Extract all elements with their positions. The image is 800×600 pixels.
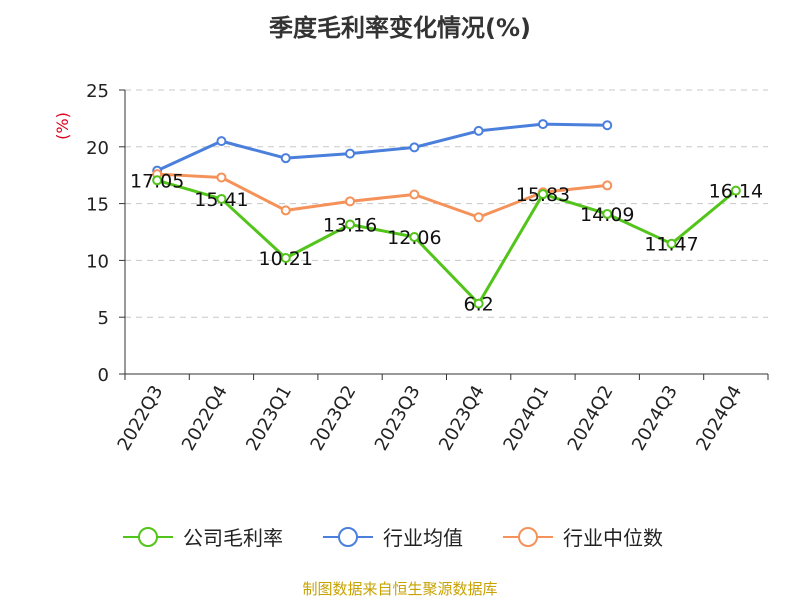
data-label: 13.16 — [323, 215, 377, 237]
x-tick-label: 2023Q4 — [435, 382, 489, 454]
data-label: 15.41 — [194, 189, 248, 211]
y-tick-label: 0 — [98, 365, 109, 386]
data-point — [602, 120, 613, 131]
x-tick-label: 2022Q3 — [114, 382, 168, 454]
x-tick-label: 2024Q4 — [692, 382, 746, 454]
data-point — [473, 125, 484, 136]
y-tick-label: 25 — [86, 81, 109, 102]
legend-marker — [518, 527, 538, 547]
legend-marker — [338, 527, 358, 547]
data-label: 17.05 — [130, 170, 184, 192]
x-tick-label: 2024Q2 — [564, 382, 618, 454]
x-tick-label: 2023Q1 — [242, 382, 296, 454]
data-point — [409, 142, 420, 153]
data-label: 12.06 — [387, 227, 441, 249]
y-axis-label: (%) — [53, 112, 72, 140]
data-point — [473, 212, 484, 223]
data-point — [602, 208, 613, 219]
x-tick-label: 2024Q3 — [628, 382, 682, 454]
data-point — [280, 153, 291, 164]
legend-label: 行业均值 — [383, 526, 463, 550]
data-point — [216, 193, 227, 204]
data-labels: 17.05 15.41 10.21 13.16 12.06 6.2 15.83 14.09 11… — [130, 170, 763, 315]
gridlines — [125, 89, 768, 318]
data-point — [216, 136, 227, 147]
data-point — [152, 175, 163, 186]
data-point — [537, 189, 548, 200]
data-label: 6.2 — [464, 294, 494, 316]
y-tick-label: 15 — [86, 195, 109, 216]
data-point — [345, 219, 356, 230]
data-point — [280, 253, 291, 264]
data-point — [345, 196, 356, 207]
legend-label: 公司毛利率 — [183, 526, 283, 550]
data-point — [602, 180, 613, 191]
y-tick-label: 20 — [86, 138, 109, 159]
data-label: 10.21 — [259, 248, 313, 270]
data-point — [409, 189, 420, 200]
data-point — [473, 298, 484, 309]
x-tick-label: 2023Q2 — [306, 382, 360, 454]
data-point — [280, 205, 291, 216]
series-layer — [152, 119, 741, 309]
x-tick-label: 2024Q1 — [499, 382, 553, 454]
axes: 0 5 10 15 20 25 2022Q3 2022Q4 2023Q1 2023Q2 2023Q3… — [86, 81, 769, 454]
data-label: 15.83 — [516, 184, 570, 206]
legend: 公司毛利率 行业均值 行业中位数 — [123, 526, 663, 550]
series-line — [156, 122, 608, 173]
series-line — [157, 172, 608, 219]
x-tick-label: 2023Q3 — [371, 382, 425, 454]
data-source-note: 制图数据来自恒生聚源数据库 — [302, 580, 498, 598]
data-point — [345, 148, 356, 159]
chart-title: 季度毛利率变化情况(%) — [269, 14, 531, 42]
data-point — [216, 172, 227, 183]
x-tick-label: 2022Q4 — [178, 382, 232, 454]
data-point — [409, 231, 420, 242]
legend-label: 行业中位数 — [563, 526, 663, 550]
data-label: 14.09 — [580, 204, 634, 226]
data-point — [730, 185, 741, 196]
data-label: 16.14 — [709, 181, 763, 203]
legend-marker — [138, 527, 158, 547]
y-tick-label: 10 — [86, 251, 109, 272]
y-tick-label: 5 — [98, 308, 109, 329]
data-point — [666, 238, 677, 249]
data-point — [537, 119, 548, 130]
data-label: 11.47 — [644, 234, 698, 256]
series-line — [156, 178, 737, 306]
